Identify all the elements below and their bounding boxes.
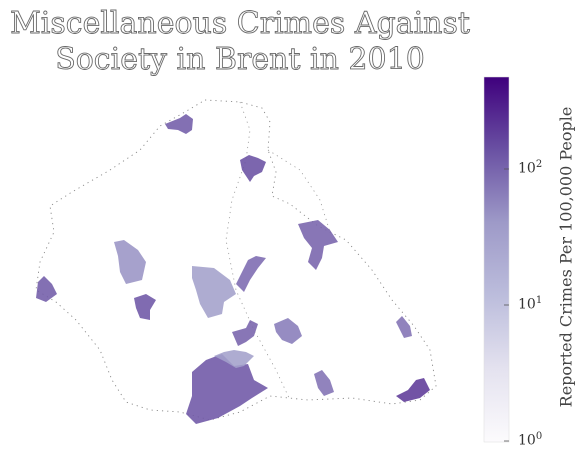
ward-area-west-tall [114, 240, 146, 284]
ward-area-nw-top [165, 114, 193, 134]
ward-area-south-light [214, 350, 254, 368]
ward-area-north-center [240, 155, 266, 182]
borough-outline [35, 99, 437, 421]
ward-area-west-edge [36, 276, 57, 302]
title-line-1: Miscellaneous Crimes Against [10, 6, 471, 42]
colorbar [483, 76, 510, 443]
colorbar-tick-label-0: 100 [518, 431, 543, 449]
ward-area-middle-cluster [232, 320, 258, 346]
inner-boundary [267, 149, 331, 233]
ward-area-middle-small [274, 318, 302, 344]
ward-area-east-upper [298, 220, 338, 270]
colorbar-ticks [504, 168, 509, 442]
ward-area-south-large [186, 354, 268, 424]
colorbar-tick-label-2: 102 [518, 159, 543, 177]
ward-area-east-small [396, 316, 412, 338]
ward-area-southeast-small [314, 370, 334, 396]
ward-area-center-large [192, 266, 236, 318]
ward-area-west-small [134, 294, 156, 320]
title-line-2: Society in Brent in 2010 [55, 42, 426, 78]
ward-areas [36, 114, 430, 424]
ward-area-center-tail [236, 256, 266, 292]
colorbar-label: Reported Crimes Per 100,000 People [556, 106, 576, 408]
ward-area-southeast-edge [396, 378, 430, 402]
map-title: Miscellaneous Crimes Against Society in … [0, 6, 480, 78]
colorbar-tick-label-1: 101 [518, 295, 543, 313]
